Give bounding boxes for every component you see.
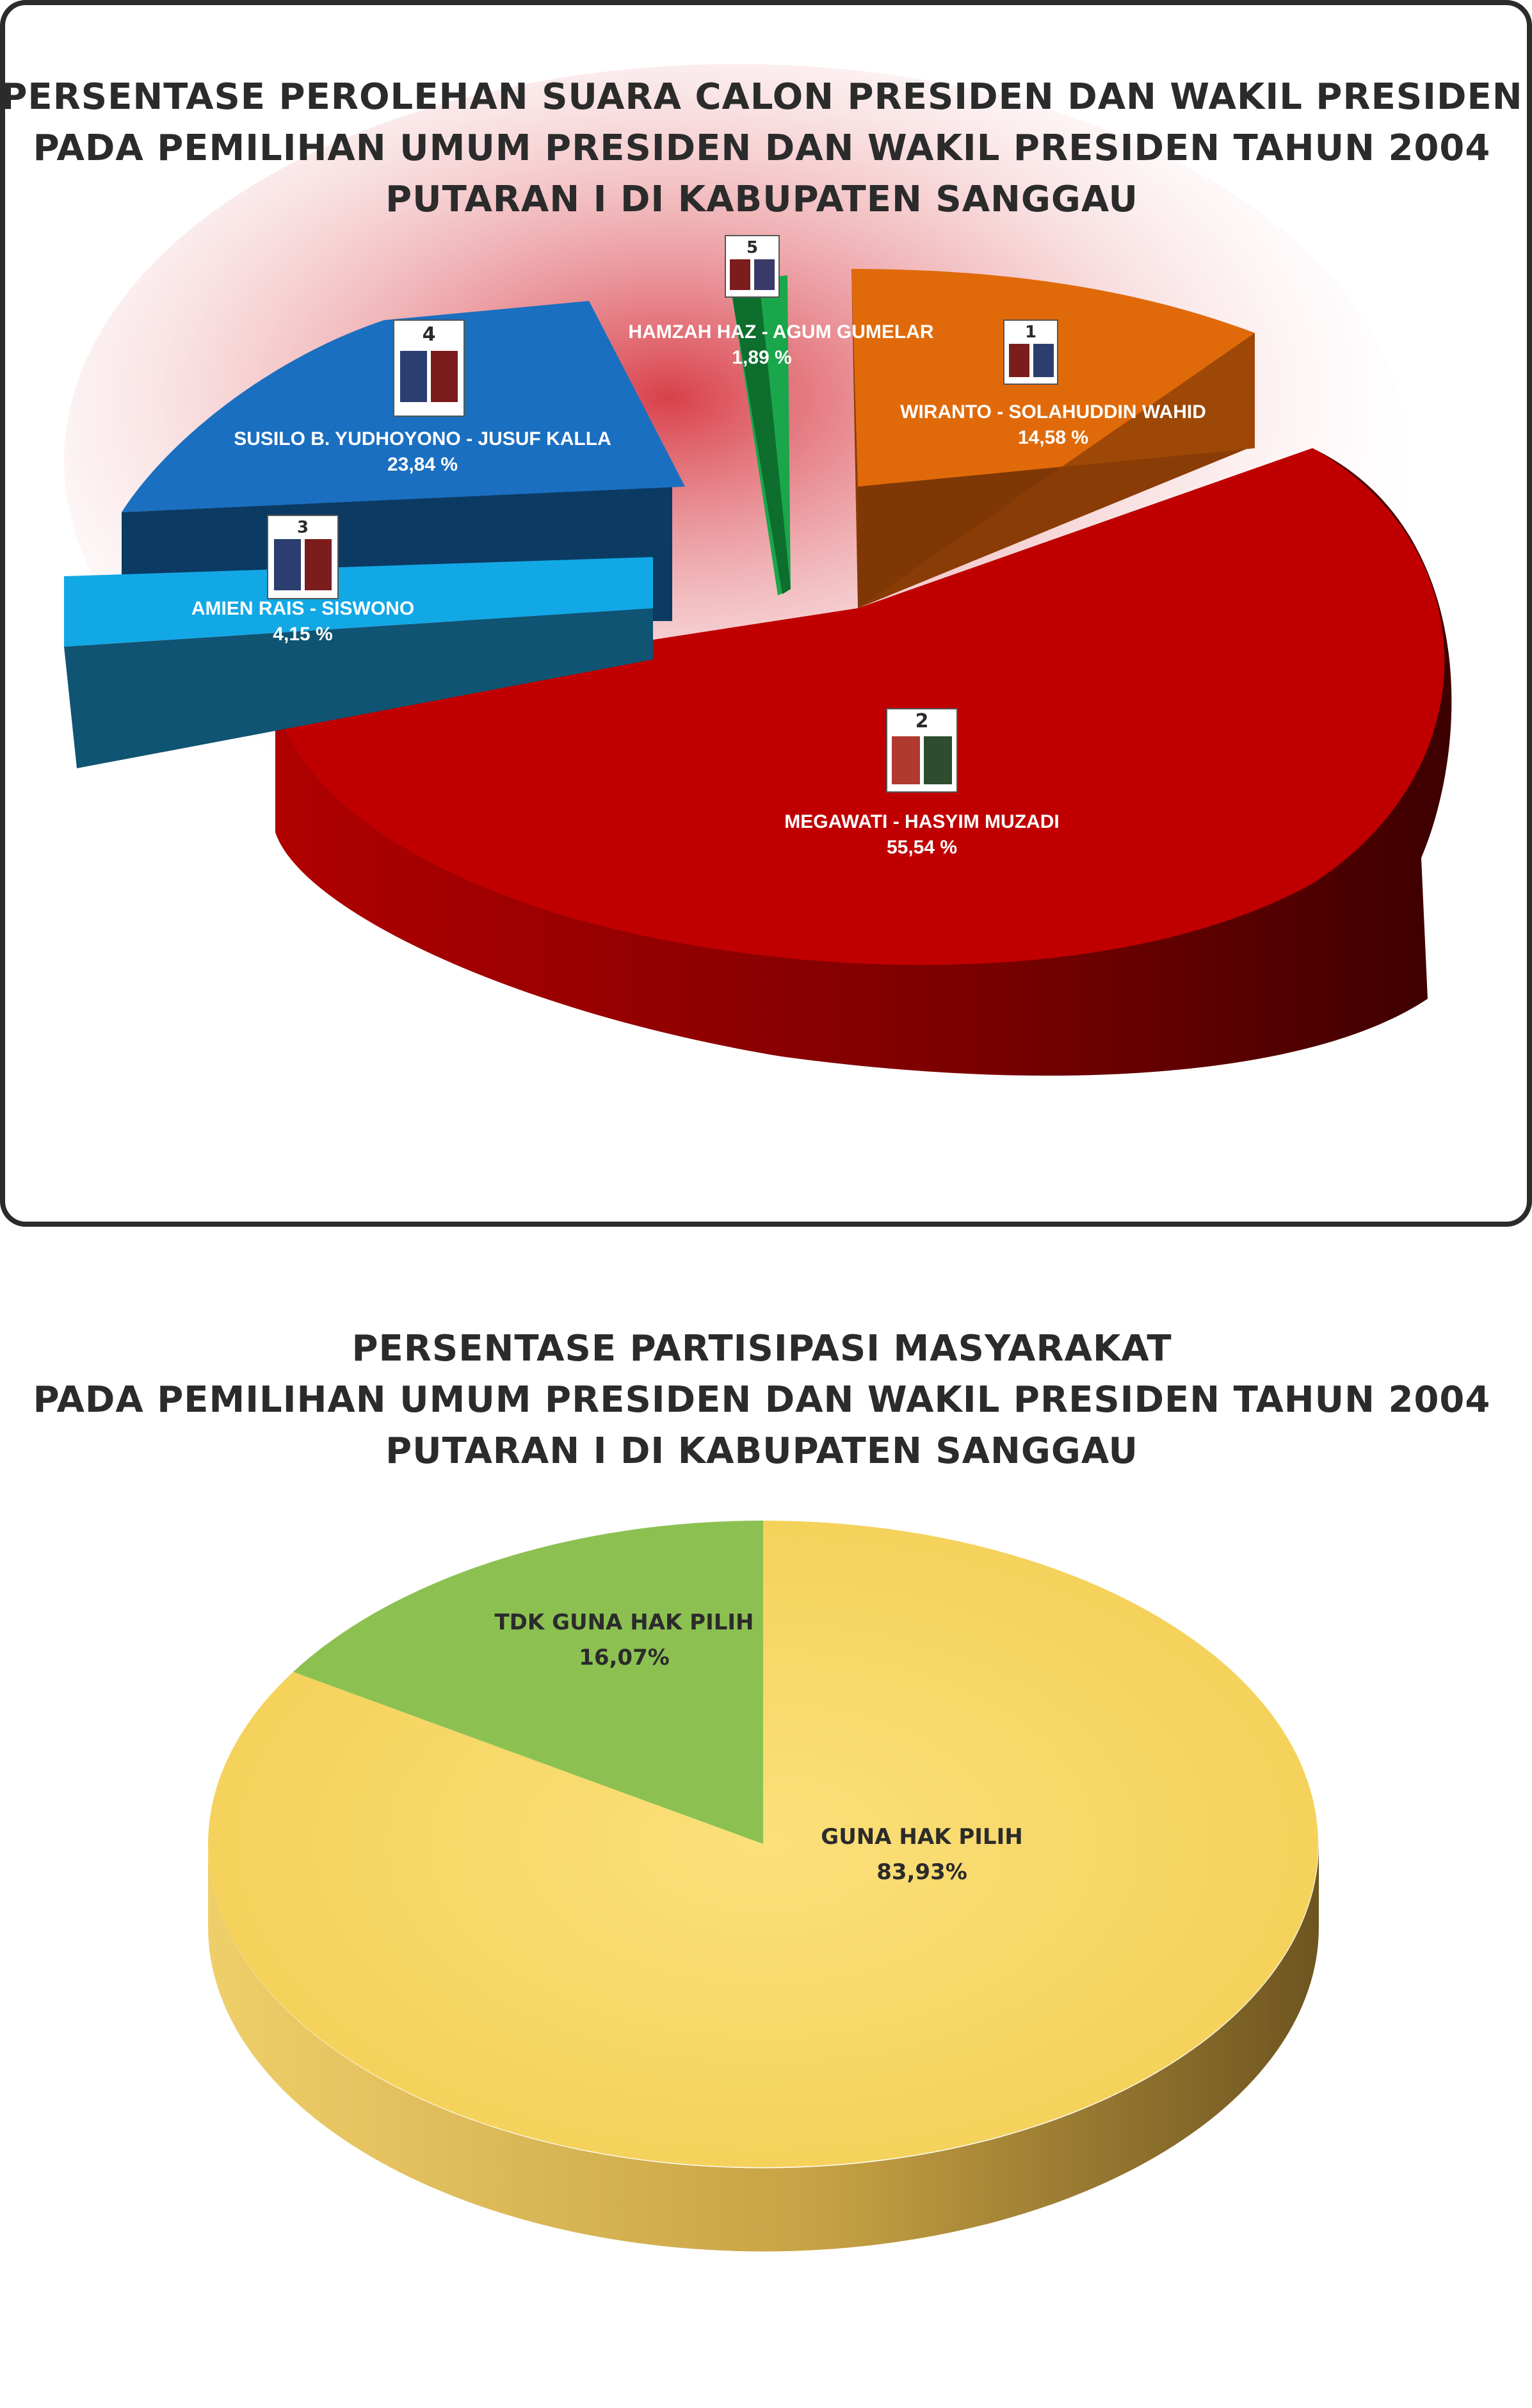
ballot-card-4: 4 [393, 319, 465, 417]
ballot-card-2: 2 [886, 708, 958, 793]
ballot-card-3: 3 [267, 515, 339, 599]
slice-label-wiranto-value: 14,58 % [1018, 427, 1088, 448]
slice-label-amien-name: AMIEN RAIS - SISWONO [191, 598, 414, 619]
svg-text:1: 1 [1025, 323, 1036, 342]
ballot-card-1: 1 [1003, 319, 1058, 385]
slice-label-sby-value: 23,84 % [387, 454, 458, 475]
slice-label-wiranto-name: WIRANTO - SOLAHUDDIN WAHID [900, 401, 1206, 423]
slice-label-hamzah-value: 1,89 % [732, 347, 791, 368]
chart2-subtitle-1: PADA PEMILIHAN UMUM PRESIDEN DAN WAKIL P… [33, 1379, 1491, 1421]
slice-label-hamzah-name: HAMZAH HAZ - AGUM GUMELAR [628, 321, 933, 343]
slice-label-sby-name: SUSILO B. YUDHOYONO - JUSUF KALLA [234, 428, 611, 449]
svg-text:4: 4 [423, 323, 436, 346]
pie2-slices [207, 1521, 1319, 2167]
ballot-card-5: 5 [725, 235, 780, 298]
slice-amien [64, 557, 653, 768]
slice-hamzah [730, 275, 791, 595]
chart1-subtitle-1: PADA PEMILIHAN UMUM PRESIDEN DAN WAKIL P… [33, 127, 1491, 169]
svg-text:2: 2 [915, 710, 929, 732]
chart2-title: PERSENTASE PARTISIPASI MASYARAKAT [351, 1328, 1172, 1370]
slice-label-tdk-guna-value: 16,07% [579, 1645, 670, 1670]
chart2-subtitle-2: PUTARAN I DI KABUPATEN SANGGAU [385, 1430, 1138, 1472]
slice-megawati [275, 448, 1452, 1076]
slice-label-guna-value: 83,93% [876, 1859, 967, 1885]
svg-text:5: 5 [746, 238, 758, 257]
slice-label-tdk-guna-name: TDK GUNA HAK PILIH [494, 1610, 754, 1635]
chart1-subtitle-2: PUTARAN I DI KABUPATEN SANGGAU [385, 179, 1138, 220]
chart1-title: PERSENTASE PEROLEHAN SUARA CALON PRESIDE… [1, 76, 1522, 118]
slice-tdk-guna-hak-pilih [293, 1521, 763, 1844]
slice-label-megawati-name: MEGAWATI - HASYIM MUZADI [784, 811, 1059, 832]
slice-label-guna-name: GUNA HAK PILIH [821, 1824, 1022, 1850]
svg-text:3: 3 [297, 518, 309, 537]
slice-label-megawati-value: 55,54 % [887, 837, 957, 858]
pie2-side [208, 1844, 1319, 2252]
slice-label-amien-value: 4,15 % [273, 624, 332, 645]
